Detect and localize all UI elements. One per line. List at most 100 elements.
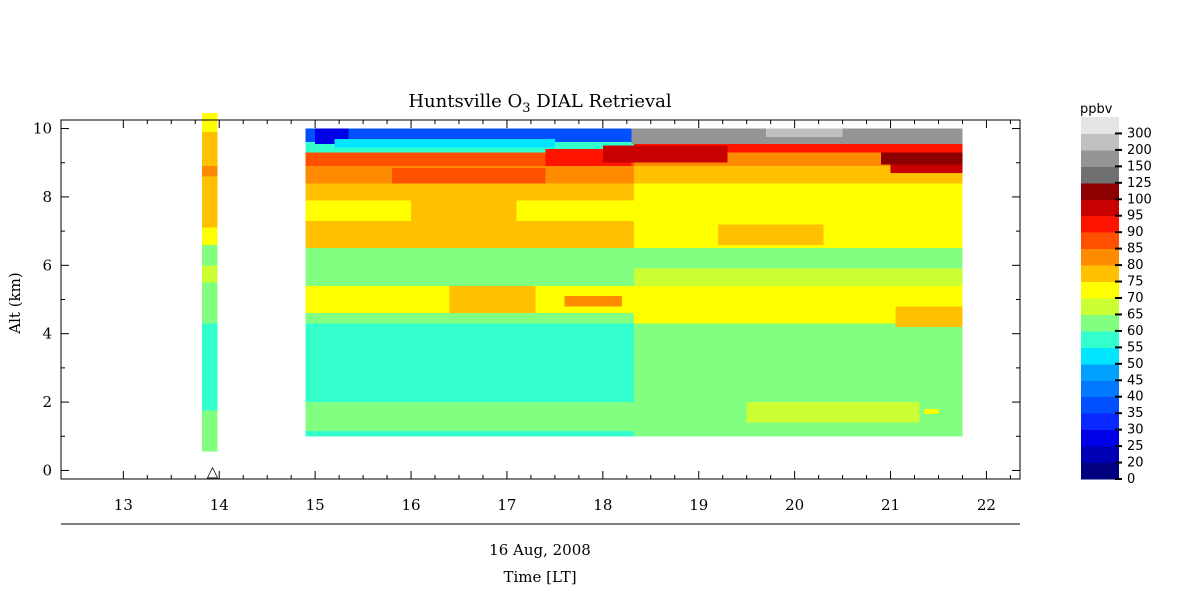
lidar-cell [305,402,372,432]
colorbar-label: 55 [1127,340,1144,355]
lidar-cell [305,166,372,184]
lidar-patch [411,200,517,221]
lidar-cell [896,431,963,437]
y-tick-label: 0 [42,461,52,479]
lidar-cell [436,378,503,403]
lidar-cell [831,285,897,314]
x-tick-label: 18 [593,496,612,514]
axis-ticks [61,120,1020,479]
lidar-cell [568,200,635,221]
lidar-patch [602,145,728,163]
lidar-cell [371,268,437,286]
sonde-band [201,244,218,266]
lidar-cell [568,402,635,432]
colorbar-label: 65 [1127,307,1144,322]
lidar-patch [890,164,963,173]
colorbar-swatch [1081,314,1119,332]
lidar-cell [371,152,437,167]
colorbar-swatch [1081,446,1119,464]
lidar-cell [699,142,766,153]
sonde-band [201,265,218,283]
x-axis-date-label: 16 Aug, 2008 [489,541,591,559]
colorbar-label: 35 [1127,406,1144,421]
lidar-cell [502,268,569,286]
colorbar-swatch [1081,330,1119,348]
chart-title-suffix: DIAL Retrieval [531,91,672,112]
lidar-cell [896,200,963,221]
lidar-cell [436,313,503,324]
colorbar-swatch [1081,149,1119,167]
lidar-cell [371,402,437,432]
lidar-cell [831,323,897,379]
lidar-patch [746,402,920,423]
colorbar-label: 150 [1127,159,1152,174]
lidar-cell [765,142,832,153]
x-axis-label: Time [LT] [503,568,576,586]
x-tick-label: 13 [114,496,133,514]
colorbar-swatch [1081,199,1119,217]
lidar-cell [765,183,832,201]
colorbar-unit-label: ppbv [1080,102,1113,117]
lidar-cell [568,166,635,184]
colorbar-swatch [1081,215,1119,233]
lidar-cell [568,268,635,286]
lidar-cell [371,313,437,324]
lidar-cell [502,220,569,249]
lidar-cell [371,248,437,269]
lidar-patch [895,306,963,327]
lidar-cell [568,378,635,403]
colorbar-swatch [1081,413,1119,431]
colorbar-swatch [1081,363,1119,381]
colorbar-label: 80 [1127,258,1144,273]
lidar-cell [436,402,503,432]
colorbar-label: 85 [1127,242,1144,257]
lidar-cell [568,323,635,379]
lidar-cell [699,285,766,314]
lidar-cell [568,248,635,269]
colorbar-label: 25 [1127,439,1144,454]
colorbar-swatch [1081,265,1119,283]
lidar-cell [371,285,437,314]
lidar-cell [436,248,503,269]
lidar-cell [568,142,635,153]
lidar-cell [699,200,766,221]
lidar-cell [765,152,832,167]
lidar-cell [699,183,766,201]
colorbar-label: 20 [1127,456,1144,471]
lidar-cell [371,431,437,437]
lidar-cell [634,378,700,403]
colorbar-label: 0 [1127,472,1135,487]
lidar-patch [564,296,623,307]
sonde-band [201,131,218,167]
lidar-cell [765,268,832,286]
lidar-cell [765,166,832,184]
lidar-cell [371,378,437,403]
x-tick-label: 22 [977,496,996,514]
sonde-band [201,410,218,452]
lidar-cell [305,152,372,167]
lidar-cell [371,183,437,201]
lidar-cell [436,152,503,167]
lidar-cell [634,220,700,249]
colorbar-label: 100 [1127,192,1152,207]
x-tick-label: 17 [497,496,516,514]
lidar-cell [831,142,897,153]
lidar-patch [334,138,555,148]
lidar-cell [568,220,635,249]
lidar-patch [717,224,824,245]
y-axis-label: Alt (km) [6,272,24,334]
lidar-cell [436,323,503,379]
lidar-cell [699,313,766,324]
lidar-cell [502,200,569,221]
x-tick-label: 19 [689,496,708,514]
lidar-cell [634,166,700,184]
sonde-band [201,113,218,132]
lidar-cell [502,378,569,403]
lidar-cell [831,313,897,324]
y-tick-labels: 0 2 4 6 8 10 [33,120,52,480]
x-tick-label: 20 [785,496,804,514]
lidar-cell [699,378,766,403]
colorbar-swatch [1081,166,1119,184]
colorbar-label: 60 [1127,324,1144,339]
lidar-cell [305,285,372,314]
